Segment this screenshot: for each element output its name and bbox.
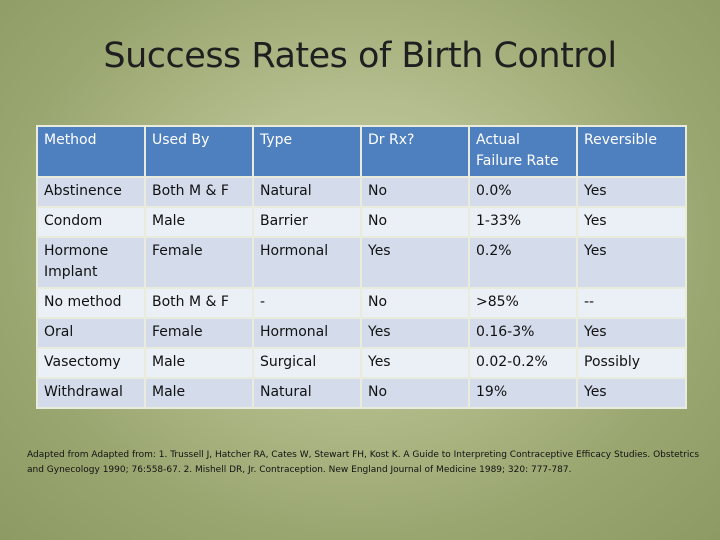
table-row: Abstinence Both M & F Natural No 0.0% Ye… xyxy=(36,176,687,208)
cell-failure-rate: 0.0% xyxy=(468,176,578,208)
cell-dr-rx: No xyxy=(360,176,470,208)
cell-type: Barrier xyxy=(252,206,362,238)
cell-method: Vasectomy xyxy=(36,347,146,379)
cell-reversible: Yes xyxy=(576,206,687,238)
cell-reversible: Yes xyxy=(576,236,687,289)
cell-type: Natural xyxy=(252,176,362,208)
cell-failure-rate: 1-33% xyxy=(468,206,578,238)
header-method: Method xyxy=(36,125,146,178)
cell-type: Hormonal xyxy=(252,236,362,289)
cell-failure-rate: 0.2% xyxy=(468,236,578,289)
cell-method: Withdrawal xyxy=(36,377,146,409)
cell-failure-rate: 19% xyxy=(468,377,578,409)
cell-used-by: Female xyxy=(144,317,254,349)
header-used-by: Used By xyxy=(144,125,254,178)
table-row: Condom Male Barrier No 1-33% Yes xyxy=(36,206,687,238)
cell-reversible: Yes xyxy=(576,377,687,409)
cell-reversible: -- xyxy=(576,287,687,319)
cell-method: Hormone Implant xyxy=(36,236,146,289)
success-rates-table: Method Used By Type Dr Rx? Actual Failur… xyxy=(36,125,687,409)
cell-used-by: Female xyxy=(144,236,254,289)
table-row: Hormone Implant Female Hormonal Yes 0.2%… xyxy=(36,236,687,289)
cell-dr-rx: No xyxy=(360,206,470,238)
header-dr-rx: Dr Rx? xyxy=(360,125,470,178)
header-type: Type xyxy=(252,125,362,178)
cell-type: Natural xyxy=(252,377,362,409)
cell-reversible: Possibly xyxy=(576,347,687,379)
cell-dr-rx: Yes xyxy=(360,236,470,289)
cell-reversible: Yes xyxy=(576,317,687,349)
table-row: Withdrawal Male Natural No 19% Yes xyxy=(36,377,687,409)
cell-method: Abstinence xyxy=(36,176,146,208)
cell-failure-rate: 0.02-0.2% xyxy=(468,347,578,379)
cell-type: Surgical xyxy=(252,347,362,379)
cell-failure-rate: 0.16-3% xyxy=(468,317,578,349)
source-footnote: Adapted from Adapted from: 1. Trussell J… xyxy=(27,450,700,475)
header-reversible: Reversible xyxy=(576,125,687,178)
cell-dr-rx: No xyxy=(360,377,470,409)
cell-used-by: Both M & F xyxy=(144,176,254,208)
cell-dr-rx: Yes xyxy=(360,347,470,379)
cell-used-by: Both M & F xyxy=(144,287,254,319)
table-row: Oral Female Hormonal Yes 0.16-3% Yes xyxy=(36,317,687,349)
cell-method: No method xyxy=(36,287,146,319)
cell-used-by: Male xyxy=(144,347,254,379)
cell-type: Hormonal xyxy=(252,317,362,349)
table-row: Vasectomy Male Surgical Yes 0.02-0.2% Po… xyxy=(36,347,687,379)
cell-dr-rx: Yes xyxy=(360,317,470,349)
cell-used-by: Male xyxy=(144,206,254,238)
cell-method: Condom xyxy=(36,206,146,238)
header-failure-rate: Actual Failure Rate xyxy=(468,125,578,178)
slide-title: Success Rates of Birth Control xyxy=(103,36,617,76)
table-row: No method Both M & F - No >85% -- xyxy=(36,287,687,319)
cell-dr-rx: No xyxy=(360,287,470,319)
cell-type: - xyxy=(252,287,362,319)
table-header-row: Method Used By Type Dr Rx? Actual Failur… xyxy=(36,125,687,178)
cell-used-by: Male xyxy=(144,377,254,409)
cell-reversible: Yes xyxy=(576,176,687,208)
cell-failure-rate: >85% xyxy=(468,287,578,319)
cell-method: Oral xyxy=(36,317,146,349)
